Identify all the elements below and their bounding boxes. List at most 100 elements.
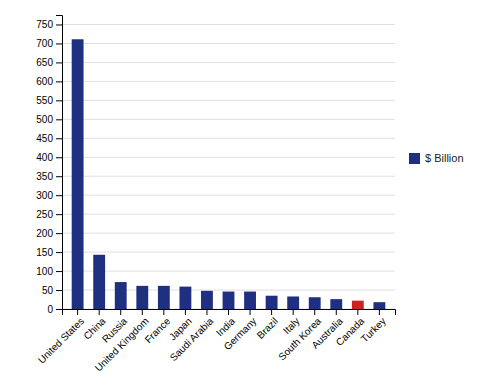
tick-label: 500 — [36, 114, 53, 125]
tick-mark — [293, 309, 294, 315]
axis-line — [63, 310, 396, 316]
tick-label: 50 — [42, 285, 54, 296]
x-axis: United StatesChinaRussiaUnited KingdomFr… — [36, 309, 396, 373]
tick-mark — [56, 138, 62, 139]
tick-mark — [142, 309, 143, 315]
tick: 350 — [36, 171, 62, 182]
tick: United States — [36, 309, 86, 366]
legend-label: $ Billion — [425, 152, 464, 164]
bars — [72, 39, 386, 309]
tick-label: 400 — [36, 152, 53, 163]
chart: 0 50 100 150 200 250 300 350 400 450 500 550 600 650 7… — [0, 0, 500, 389]
tick: 450 — [36, 133, 62, 144]
tick: 700 — [36, 38, 62, 49]
tick: 550 — [36, 95, 62, 106]
tick-mark — [56, 176, 62, 177]
tick-label: France — [143, 315, 173, 345]
bar — [330, 299, 342, 309]
tick-mark — [314, 309, 315, 315]
tick-mark — [77, 309, 78, 315]
tick-label: 0 — [47, 304, 53, 315]
tick-mark — [56, 233, 62, 234]
tick: 300 — [36, 190, 62, 201]
bar — [115, 282, 127, 309]
tick-label: 300 — [36, 190, 53, 201]
grid-line — [62, 119, 395, 120]
tick-label: Brazil — [255, 315, 280, 340]
tick: 200 — [36, 228, 62, 239]
tick-mark — [56, 290, 62, 291]
grid-line — [62, 81, 395, 82]
tick-label: 700 — [36, 38, 53, 49]
tick-mark — [56, 119, 62, 120]
grid-line — [62, 214, 395, 215]
grid-line — [62, 271, 395, 272]
tick-label: United Kingdom — [93, 315, 151, 373]
bar — [352, 301, 364, 309]
tick-mark — [56, 157, 62, 158]
tick-mark — [56, 271, 62, 272]
tick-label: Saudi Arabia — [168, 315, 216, 363]
tick-label: 150 — [36, 247, 53, 258]
tick-label: 650 — [36, 57, 53, 68]
tick: France — [143, 309, 173, 345]
tick-label: 100 — [36, 266, 53, 277]
tick-label: 200 — [36, 228, 53, 239]
legend-swatch — [409, 153, 420, 164]
tick-label: 600 — [36, 76, 53, 87]
grid-line — [62, 290, 395, 291]
tick-mark — [250, 309, 251, 315]
grid-line — [62, 176, 395, 177]
tick-mark — [120, 309, 121, 315]
tick: 500 — [36, 114, 62, 125]
grid-line — [62, 43, 395, 44]
bar — [158, 286, 170, 309]
legend: $ Billion — [409, 152, 464, 164]
tick-mark — [56, 100, 62, 101]
bar — [93, 255, 105, 309]
tick-label: Germany — [222, 315, 259, 352]
bar — [309, 297, 321, 309]
tick-mark — [99, 309, 100, 315]
grid-line — [62, 62, 395, 63]
legend-item: $ Billion — [409, 152, 464, 164]
tick: Saudi Arabia — [168, 309, 216, 363]
plot: 0 50 100 150 200 250 300 350 400 450 500 550 600 650 7… — [36, 16, 396, 374]
tick: Turkey — [359, 309, 388, 344]
tick: 150 — [36, 247, 62, 258]
tick-mark — [357, 309, 358, 315]
tick-mark — [206, 309, 207, 315]
tick-mark — [56, 81, 62, 82]
tick-mark — [56, 214, 62, 215]
grid-line — [62, 195, 395, 196]
tick: 50 — [42, 285, 62, 296]
tick-mark — [271, 309, 272, 315]
bar — [244, 292, 256, 309]
tick-mark — [228, 309, 229, 315]
tick: United Kingdom — [93, 309, 151, 373]
tick-label: Turkey — [359, 315, 388, 344]
tick-mark — [56, 195, 62, 196]
tick-label: 250 — [36, 209, 53, 220]
tick: Germany — [222, 309, 259, 352]
tick-mark — [56, 252, 62, 253]
tick-mark — [56, 43, 62, 44]
tick: 750 — [36, 19, 62, 30]
tick-label: Canada — [334, 315, 367, 348]
tick-label: United States — [36, 315, 86, 365]
tick-mark — [56, 62, 62, 63]
tick-label: 350 — [36, 171, 53, 182]
tick-mark — [56, 309, 62, 310]
bar — [136, 286, 148, 309]
tick-mark — [163, 309, 164, 315]
tick: Brazil — [255, 309, 280, 341]
bar — [266, 296, 278, 309]
tick-label: 750 — [36, 19, 53, 30]
tick-label: 550 — [36, 95, 53, 106]
grid-line — [62, 157, 395, 158]
axis-line — [56, 16, 63, 310]
tick-mark — [185, 309, 186, 315]
tick: 400 — [36, 152, 62, 163]
tick: Canada — [334, 309, 367, 348]
tick: 650 — [36, 57, 62, 68]
